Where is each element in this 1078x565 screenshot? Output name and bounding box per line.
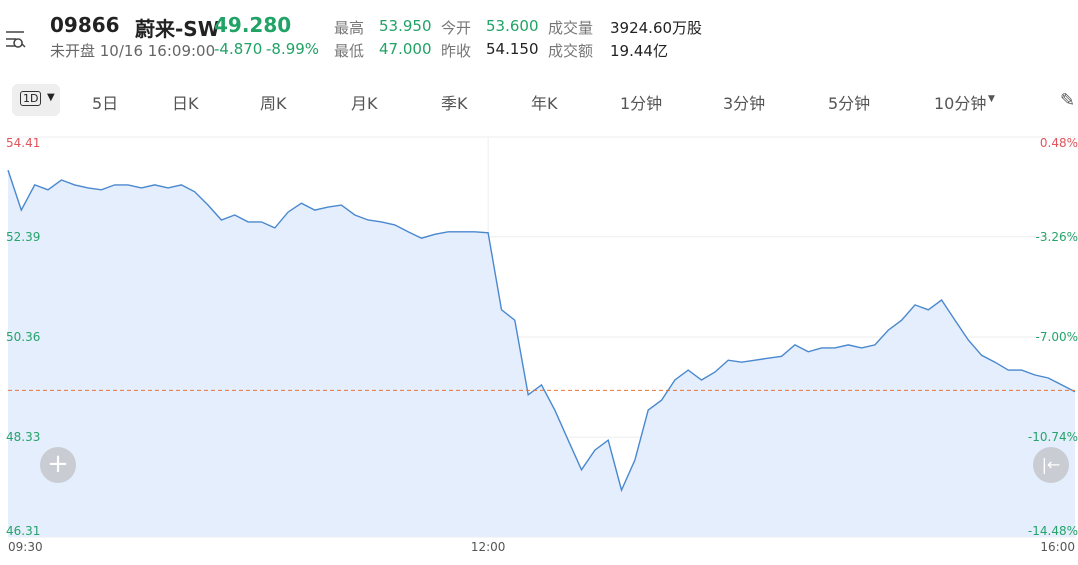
area	[8, 170, 1075, 537]
y2-tick-label: -10.74%	[1028, 430, 1078, 444]
dropdown-arrow: ▼	[988, 94, 995, 104]
change: -4.870	[214, 40, 263, 58]
tab[interactable]: 周K	[260, 94, 287, 113]
tab[interactable]: 年K	[531, 94, 558, 113]
tab[interactable]: 季K	[441, 94, 468, 113]
change-pct: -8.99%	[266, 40, 320, 58]
tab[interactable]: 5日	[92, 94, 119, 113]
tab: 1D	[20, 91, 42, 106]
y2-tick-label: -14.48%	[1028, 524, 1078, 538]
y-tick-label: 50.36	[6, 330, 40, 344]
stat-value: 53.950	[379, 17, 432, 35]
y2-tick-label: 0.48%	[1040, 136, 1078, 150]
y-tick-label: 52.39	[6, 230, 40, 244]
tab[interactable]: 3分钟	[723, 94, 766, 113]
tab[interactable]: 1分钟	[620, 94, 663, 113]
period-select[interactable]: 1D ▼	[12, 84, 60, 116]
stat-value: 19.44亿	[610, 42, 668, 60]
stat-label: 最高	[334, 19, 365, 37]
y-tick-label: 46.31	[6, 524, 40, 538]
zoom-button[interactable]: +	[40, 447, 76, 483]
status: 未开盘 10/16 16:09:00	[50, 42, 216, 60]
price-line	[7, 169, 1076, 493]
menu-icon[interactable]	[4, 28, 26, 50]
edit-icon[interactable]: ✎	[1060, 90, 1076, 111]
stat-value: 53.600	[486, 17, 539, 35]
stat-label: 成交额	[548, 42, 594, 60]
tab[interactable]: 10分钟	[934, 94, 987, 113]
tab[interactable]: 5分钟	[828, 94, 871, 113]
stat-value: 3924.60万股	[610, 19, 703, 37]
y2-tick-label: -7.00%	[1036, 330, 1078, 344]
y-tick-label: 54.41	[6, 136, 40, 150]
menu-glyph	[6, 31, 26, 48]
x-tick-label: 12:00	[471, 540, 506, 554]
stock-code: 09866	[50, 13, 120, 37]
x-tick-label: 09:30	[8, 540, 43, 554]
stat-label: 最低	[334, 42, 365, 60]
x-tick-label: 16:00	[1040, 540, 1075, 554]
chart: 54.41 0.48% 52.39 -3.26% 50.36 -7.00% 48.33 -10…	[6, 136, 1078, 554]
stat-label: 今开	[441, 19, 472, 37]
y2-tick-label: -3.26%	[1036, 230, 1078, 244]
y-tick-label: 48.33	[6, 430, 40, 444]
dropdown-arrow: ▼	[47, 92, 55, 103]
stat-value: 54.150	[486, 40, 539, 58]
tab[interactable]: 月K	[351, 94, 378, 113]
stat-value: 47.000	[379, 40, 432, 58]
stat-label: 昨收	[441, 42, 472, 60]
stock-name: 蔚来-SW	[135, 17, 220, 41]
back-button[interactable]: |←	[1033, 447, 1069, 483]
stock-price: 49.280	[214, 13, 292, 37]
stat-label: 成交量	[548, 19, 594, 37]
tab[interactable]: 日K	[172, 94, 199, 113]
